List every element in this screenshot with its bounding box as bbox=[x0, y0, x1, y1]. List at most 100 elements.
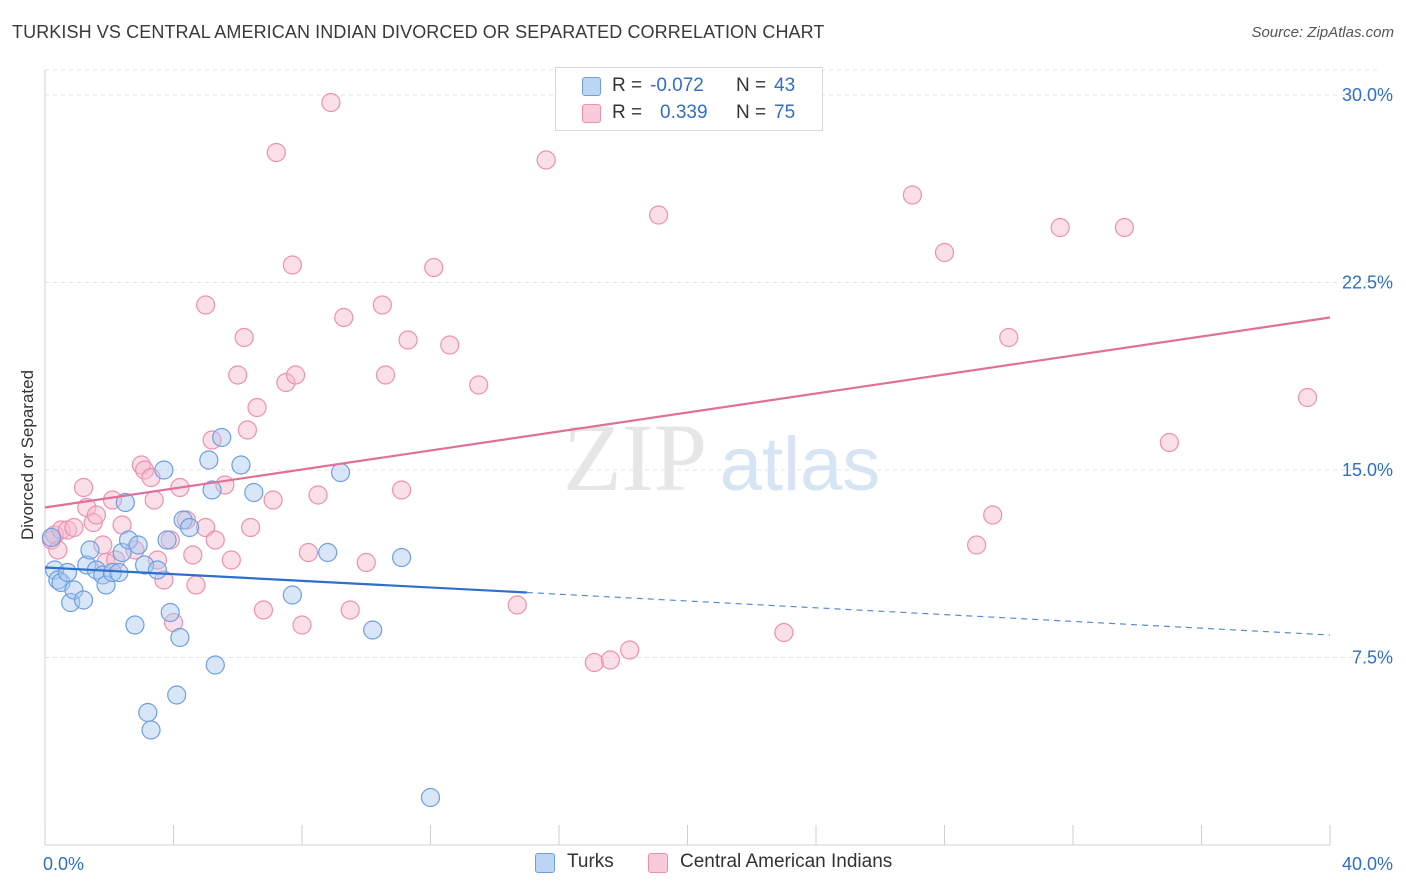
trend-layer bbox=[44, 316, 1331, 636]
legend-r-label: R = bbox=[612, 102, 643, 123]
turks-point bbox=[73, 590, 94, 610]
legend-r-label: R = bbox=[612, 75, 643, 96]
turks-point bbox=[115, 492, 135, 513]
turks-point bbox=[330, 462, 351, 483]
cai-point bbox=[774, 622, 794, 643]
cai-point bbox=[183, 545, 203, 565]
cai-point bbox=[1297, 387, 1318, 408]
cai-point bbox=[1159, 432, 1179, 453]
legend-n-label: N = bbox=[736, 102, 767, 123]
bottom-legend-turks: Turks bbox=[535, 850, 645, 876]
turks-point bbox=[125, 615, 145, 635]
turks-point bbox=[205, 655, 225, 675]
cai-point bbox=[196, 295, 216, 315]
cai-point bbox=[620, 640, 640, 660]
grid-layer bbox=[45, 69, 1380, 658]
turks-point bbox=[244, 482, 264, 503]
cai-point bbox=[253, 600, 274, 620]
x-tick-label: 0.0% bbox=[43, 854, 84, 874]
turks-point bbox=[154, 460, 174, 480]
turks-point bbox=[318, 542, 338, 563]
cai-point bbox=[1114, 217, 1135, 238]
turks-point bbox=[167, 685, 187, 705]
bottom-legend-label: Central American Indians bbox=[680, 851, 893, 872]
turks-point bbox=[128, 535, 148, 555]
cai-point bbox=[1050, 217, 1070, 238]
turks-point bbox=[231, 455, 251, 475]
turks-point bbox=[138, 702, 158, 723]
legend-row-cai: R = 0.339 N = 75 bbox=[582, 102, 812, 126]
cai-point bbox=[536, 150, 556, 170]
cai-point bbox=[241, 517, 261, 538]
source-label: Source: ZipAtlas.com bbox=[1251, 24, 1394, 41]
turks-point bbox=[202, 480, 222, 500]
cai-point bbox=[147, 550, 168, 570]
cai-point bbox=[221, 550, 241, 570]
turks-point bbox=[363, 620, 383, 640]
cai-point bbox=[48, 540, 68, 560]
bottom-legend-cai: Central American Indians bbox=[648, 850, 918, 876]
cai-point bbox=[263, 490, 283, 510]
cai-point bbox=[424, 257, 444, 278]
cai-point bbox=[298, 542, 319, 563]
turks-point bbox=[141, 720, 161, 740]
cai-point bbox=[276, 372, 296, 393]
bottom-legend-label: Turks bbox=[567, 851, 614, 872]
bottom-legend-swatch-blue bbox=[535, 853, 555, 873]
cai-point bbox=[334, 307, 354, 328]
watermark-atlas: atlas bbox=[720, 422, 881, 507]
cai-trend-line bbox=[44, 316, 1331, 509]
turks-point bbox=[64, 580, 84, 600]
turks-point bbox=[179, 517, 200, 538]
cai-point bbox=[967, 535, 987, 555]
turks-point bbox=[112, 542, 132, 563]
cai-point bbox=[73, 477, 94, 498]
turks-point bbox=[157, 530, 177, 550]
chart-title: TURKISH VS CENTRAL AMERICAN INDIAN DIVOR… bbox=[12, 22, 825, 42]
turks-point bbox=[118, 530, 139, 550]
cai-point bbox=[144, 490, 164, 510]
cai-point bbox=[64, 517, 84, 538]
turks-point bbox=[160, 602, 180, 623]
cai-point bbox=[228, 365, 248, 385]
cai-point bbox=[134, 460, 155, 480]
cai-point bbox=[237, 420, 257, 440]
turks-point bbox=[41, 527, 62, 548]
cai-point bbox=[902, 185, 922, 205]
cai-point bbox=[247, 397, 267, 418]
legend-row-turks: R = -0.072 N = 43 bbox=[582, 75, 812, 99]
turks-point bbox=[173, 510, 193, 530]
legend-n-value: 75 bbox=[774, 102, 796, 123]
turks-point bbox=[134, 555, 155, 575]
turks-point bbox=[199, 450, 219, 470]
cai-point bbox=[321, 92, 341, 113]
watermark: ZIP atlas bbox=[563, 404, 880, 511]
cai-point bbox=[375, 365, 396, 385]
turks-point bbox=[282, 585, 302, 605]
cai-point bbox=[356, 552, 376, 573]
cai-point bbox=[282, 255, 302, 275]
turks-trend-line bbox=[44, 566, 527, 594]
y-axis-label: Divorced or Separated bbox=[18, 369, 37, 541]
cai-point bbox=[469, 375, 489, 395]
turks-point bbox=[57, 562, 78, 583]
legend-r-value: 0.339 bbox=[660, 102, 708, 123]
cai-point bbox=[292, 615, 312, 635]
turks-trend-extension bbox=[526, 591, 1331, 636]
cai-point bbox=[205, 530, 225, 550]
cai-point bbox=[440, 335, 460, 355]
cai-point bbox=[285, 365, 306, 385]
cai-point bbox=[648, 205, 669, 225]
tick-label-layer: 7.5% 15.0% 22.5% 30.0% 0.0% 40.0% bbox=[43, 85, 1393, 874]
cai-point bbox=[308, 485, 328, 505]
cai-point bbox=[507, 595, 527, 615]
y-tick-label: 30.0% bbox=[1342, 85, 1393, 105]
turks-point bbox=[391, 547, 412, 568]
turks-point bbox=[80, 540, 100, 560]
watermark-zip: ZIP bbox=[563, 404, 707, 511]
legend-n-label: N = bbox=[736, 75, 767, 96]
cai-point bbox=[983, 505, 1003, 525]
legend-swatch-pink bbox=[582, 104, 601, 123]
legend-swatch-blue bbox=[582, 77, 601, 96]
